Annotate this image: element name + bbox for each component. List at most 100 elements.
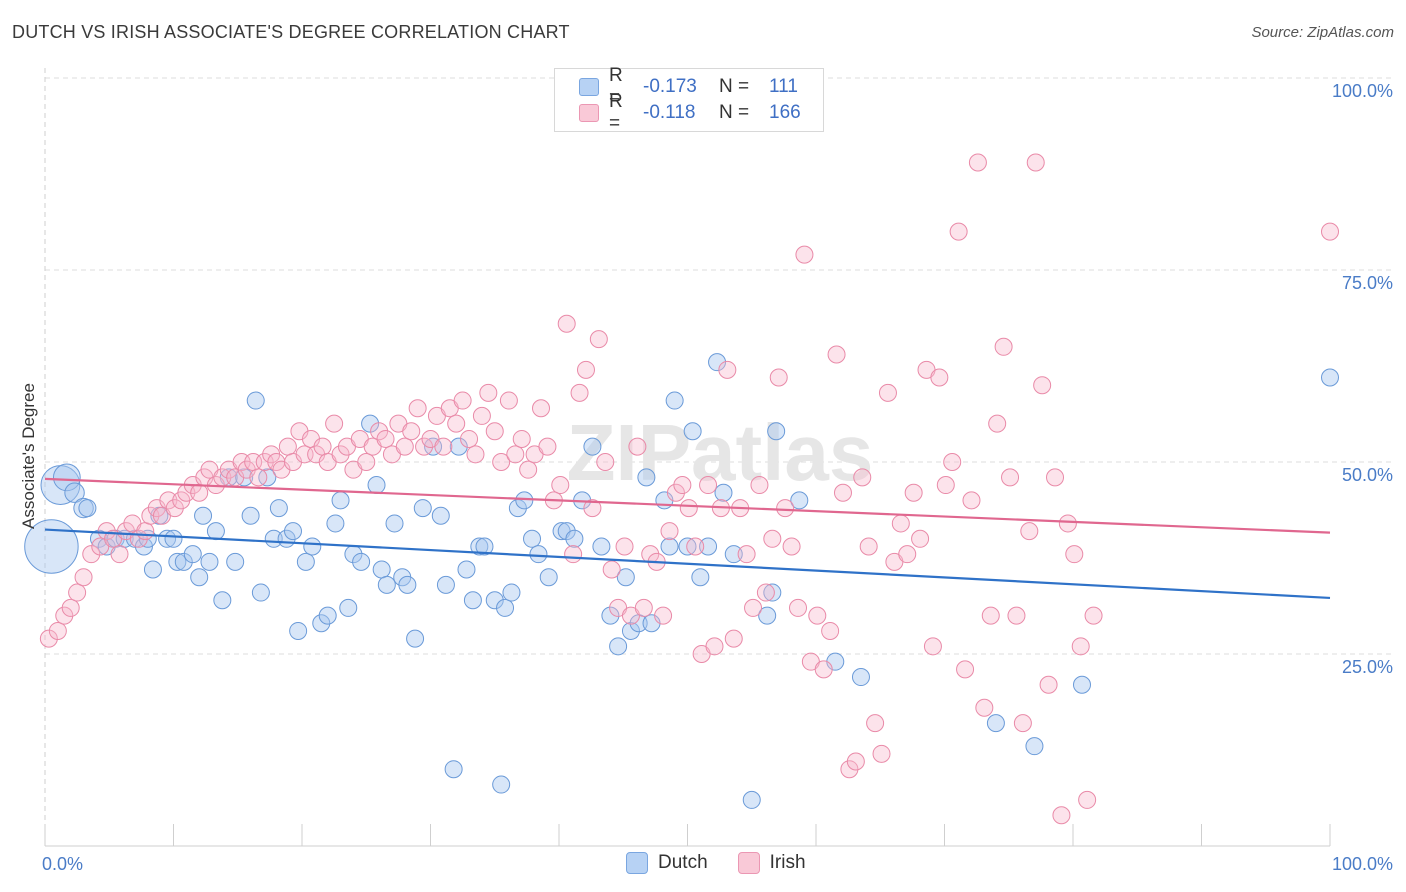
dutch-point bbox=[284, 522, 303, 541]
watermark: ZIPatlas bbox=[567, 408, 874, 497]
irish-point bbox=[249, 468, 268, 487]
dutch-point bbox=[790, 491, 809, 510]
irish-point bbox=[930, 368, 949, 387]
dutch-point bbox=[296, 552, 315, 571]
irish-point bbox=[975, 698, 994, 717]
dutch-point bbox=[683, 422, 702, 441]
dutch-point bbox=[539, 568, 558, 587]
dutch-point bbox=[609, 637, 628, 656]
dutch-trend-line bbox=[44, 528, 1331, 600]
irish-point bbox=[769, 368, 788, 387]
irish-point bbox=[74, 568, 93, 587]
irish-swatch bbox=[579, 104, 599, 122]
legend-n-value: 111 bbox=[769, 76, 798, 97]
legend-r-value: -0.173 bbox=[643, 76, 697, 97]
irish-point bbox=[408, 399, 427, 418]
irish-point bbox=[943, 453, 962, 471]
dutch-point bbox=[331, 491, 350, 510]
dutch-point bbox=[78, 499, 97, 518]
irish-point bbox=[891, 514, 910, 533]
dutch-point bbox=[851, 668, 870, 687]
irish-point bbox=[994, 337, 1013, 356]
irish-point bbox=[911, 529, 930, 548]
irish-point bbox=[97, 522, 116, 541]
chart-title: DUTCH VS IRISH ASSOCIATE'S DEGREE CORREL… bbox=[12, 22, 570, 42]
dutch-point bbox=[312, 614, 331, 633]
irish-point bbox=[376, 429, 395, 448]
dutch-point bbox=[515, 491, 534, 510]
x-tick-label: 0.0% bbox=[42, 854, 83, 874]
irish-point bbox=[1046, 468, 1065, 487]
dutch-point bbox=[444, 760, 463, 779]
dutch-swatch bbox=[579, 78, 599, 96]
irish-point bbox=[434, 437, 453, 456]
legend-item-irish: Irish bbox=[737, 852, 806, 874]
dutch-point bbox=[529, 545, 548, 564]
legend-n-value: 166 bbox=[769, 102, 801, 123]
dutch-point bbox=[763, 583, 782, 602]
dutch-point bbox=[492, 775, 511, 794]
dutch-point bbox=[665, 391, 684, 410]
dutch-point bbox=[190, 568, 209, 587]
legend-n-label: N = bbox=[719, 102, 750, 123]
dutch-point bbox=[326, 514, 345, 533]
dutch-point bbox=[24, 519, 79, 574]
dutch-point bbox=[714, 483, 733, 502]
irish-legend-swatch bbox=[737, 852, 760, 874]
dutch-point bbox=[616, 568, 635, 587]
irish-point bbox=[602, 560, 621, 579]
irish-point bbox=[506, 445, 525, 464]
irish-point bbox=[55, 606, 74, 625]
irish-point bbox=[756, 583, 775, 602]
irish-point bbox=[589, 330, 608, 349]
y-tick-label: 75.0% bbox=[1342, 273, 1393, 293]
irish-point bbox=[936, 476, 955, 495]
irish-point bbox=[699, 476, 718, 495]
irish-point bbox=[904, 483, 923, 502]
irish-point bbox=[564, 545, 583, 564]
irish-point bbox=[479, 383, 498, 402]
irish-point bbox=[370, 422, 389, 441]
irish-point bbox=[39, 629, 58, 648]
dutch-point bbox=[289, 621, 308, 640]
irish-point bbox=[499, 391, 518, 410]
irish-point bbox=[596, 453, 615, 471]
irish-point bbox=[1001, 468, 1020, 487]
dutch-point bbox=[246, 391, 265, 410]
irish-point bbox=[1052, 806, 1071, 825]
irish-point bbox=[447, 414, 466, 433]
irish-point bbox=[744, 598, 763, 617]
dutch-point bbox=[413, 499, 432, 518]
dutch-point bbox=[52, 463, 81, 492]
irish-point bbox=[628, 437, 647, 456]
irish-point bbox=[956, 660, 975, 679]
dutch-point bbox=[361, 414, 380, 433]
irish-point bbox=[737, 545, 756, 564]
dutch-point bbox=[164, 529, 183, 548]
irish-point bbox=[538, 437, 557, 456]
dutch-point bbox=[565, 529, 584, 548]
dutch-point bbox=[377, 575, 396, 594]
dutch-point bbox=[303, 537, 322, 556]
dutch-point bbox=[592, 537, 611, 556]
irish-point bbox=[1020, 522, 1039, 541]
irish-point bbox=[1071, 637, 1090, 656]
irish-point bbox=[1321, 222, 1339, 241]
dutch-point bbox=[758, 606, 777, 625]
dutch-point bbox=[398, 575, 417, 594]
irish-point bbox=[846, 752, 865, 771]
legend-r-value: -0.118 bbox=[643, 102, 696, 123]
dutch-point bbox=[986, 714, 1005, 733]
irish-point bbox=[962, 491, 981, 510]
irish-point bbox=[981, 606, 1000, 625]
dutch-point bbox=[463, 591, 482, 610]
irish-point bbox=[453, 391, 472, 410]
dutch-point bbox=[557, 522, 576, 541]
irish-point bbox=[82, 545, 101, 564]
y-tick-label: 25.0% bbox=[1342, 657, 1393, 677]
dutch-point bbox=[502, 583, 521, 602]
irish-point bbox=[615, 537, 634, 556]
irish-point bbox=[679, 499, 698, 518]
dutch-point bbox=[318, 606, 337, 625]
dutch-legend-label: Dutch bbox=[658, 852, 708, 873]
